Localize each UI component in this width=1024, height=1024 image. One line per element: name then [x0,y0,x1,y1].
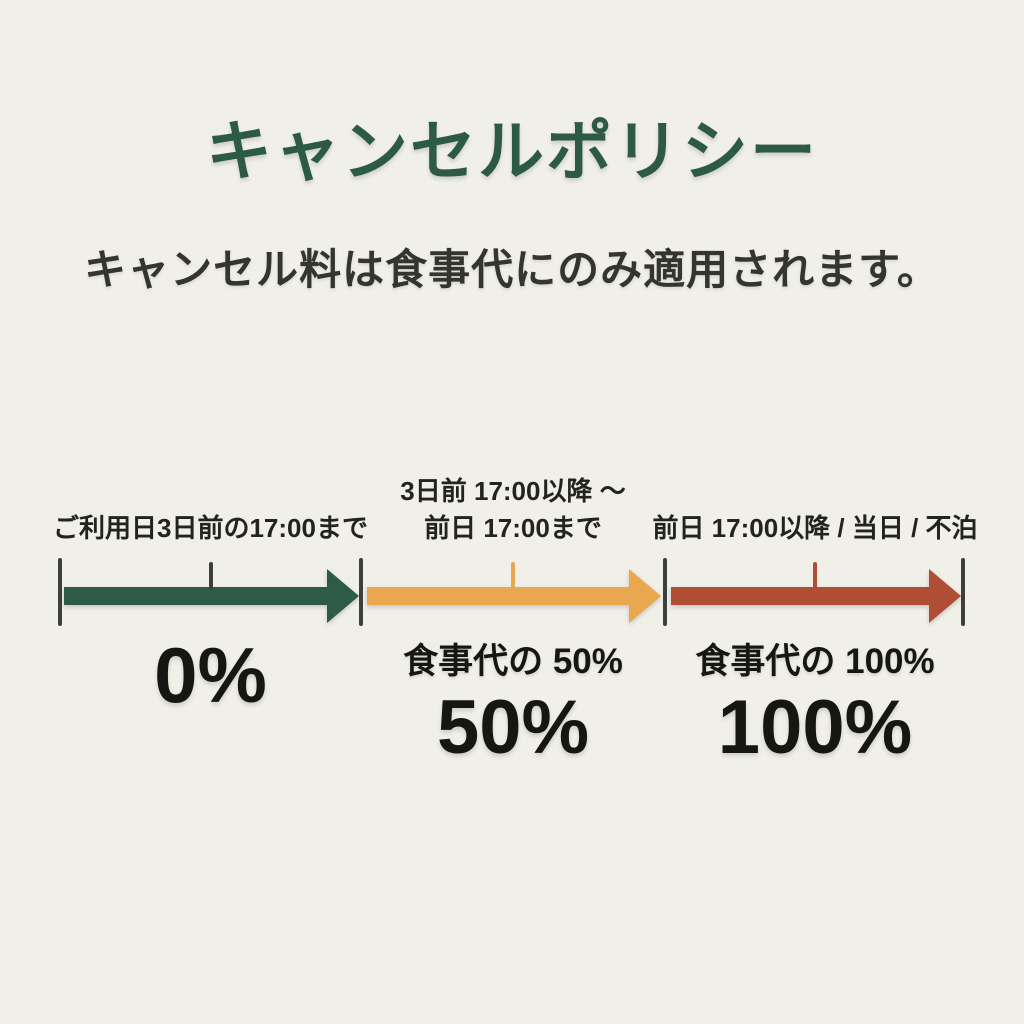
fee-detail: 食事代の 50% [403,642,623,681]
timeline-arrow-red [669,460,961,630]
segment-half-fee: 3日前 17:00以降 〜 前日 17:00まで 食事代の 50% 50% [365,460,661,800]
segment-mid-tick [208,562,213,590]
fee-percent: 0% [154,631,267,719]
period-label-line: 前日 17:00まで [424,512,602,543]
arrow-shaft [671,587,931,605]
period-label: ご利用日3日前の17:00まで [53,460,368,546]
segment-mid-tick [511,562,515,590]
timeline-arrow-green [62,460,359,630]
arrow-shaft [64,587,329,605]
period-label: 3日前 17:00以降 〜 前日 17:00まで [400,460,625,546]
period-label-line: 3日前 17:00以降 〜 [400,476,626,507]
arrow-right-icon [327,569,359,623]
fee-percent: 50% [436,685,590,770]
timeline-arrow-orange [365,460,661,630]
page-subtitle: キャンセル料は食事代にのみ適用されます。 [84,246,940,293]
segment-free-cancellation: ご利用日3日前の17:00まで 0% [53,460,368,800]
arrow-right-icon [629,569,661,623]
arrow-right-icon [929,569,961,623]
timeline-tick-divider-2 [663,558,667,626]
period-label: 前日 17:00以降 / 当日 / 不泊 [652,460,977,546]
segment-full-fee: 前日 17:00以降 / 当日 / 不泊 食事代の 100% 100% [652,460,977,800]
fee-percent: 100% [717,685,913,770]
page-title: キャンセルポリシー [206,114,818,188]
period-label-line: 前日 17:00以降 / 当日 / 不泊 [652,512,978,543]
fee-detail: 食事代の 100% [695,642,935,681]
arrow-shaft [367,587,631,605]
timeline-tick-end [961,558,965,626]
segment-mid-tick [813,562,817,590]
timeline-tick-start [58,558,62,626]
period-label-line: ご利用日3日前の17:00まで [53,512,368,543]
timeline-tick-divider-1 [359,558,363,626]
